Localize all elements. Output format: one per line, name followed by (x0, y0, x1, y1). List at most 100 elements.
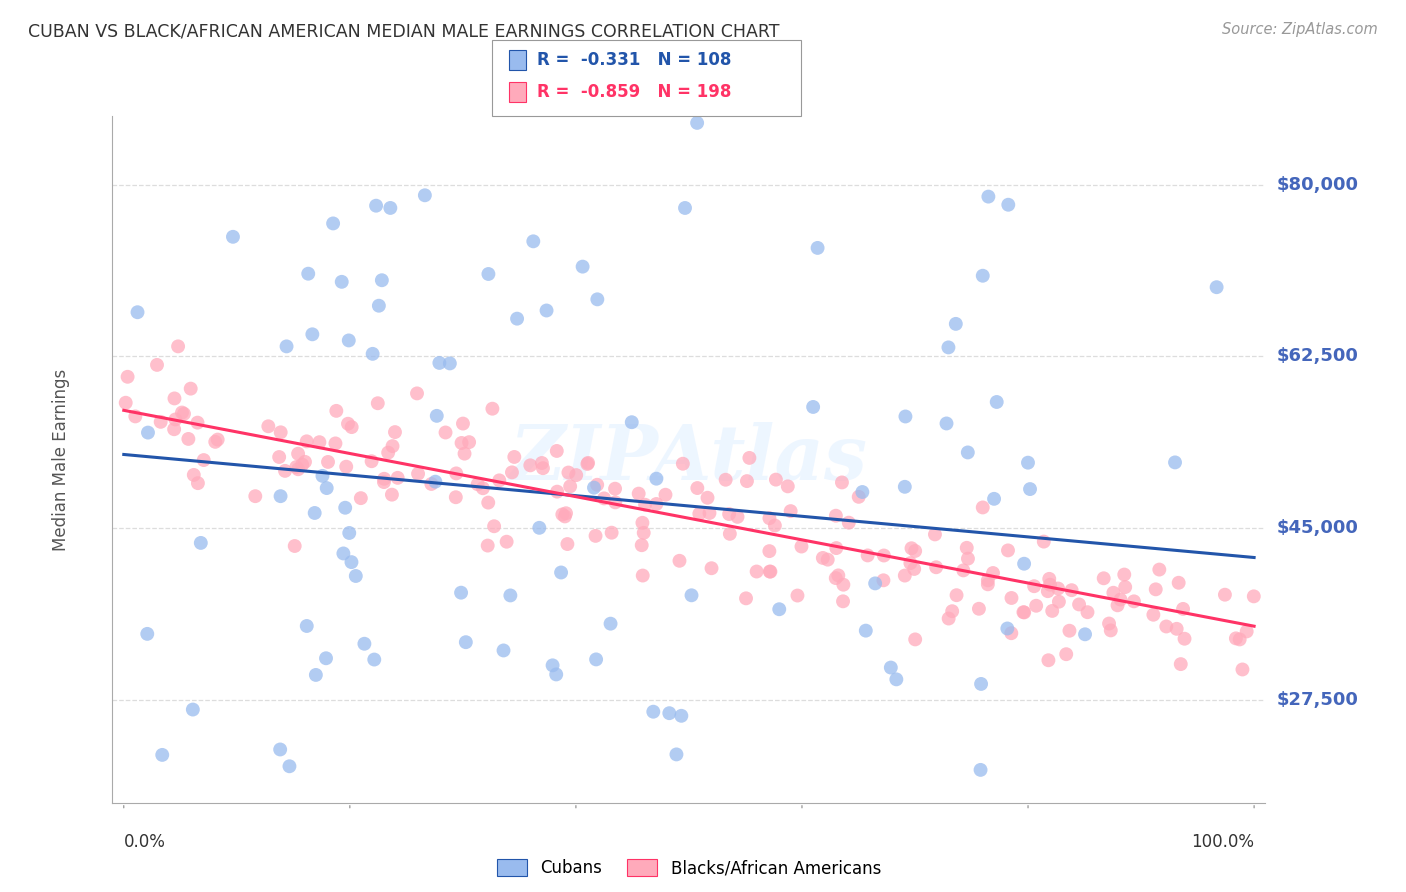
Point (1109, 592, 1132, 607)
Point (765, 473, 787, 487)
Point (380, 201, 402, 215)
Point (995, 622, 1018, 636)
Point (124, 409, 146, 424)
Point (315, 651, 337, 665)
Point (1205, 280, 1227, 294)
Point (519, 458, 541, 473)
Point (673, 201, 696, 215)
Point (758, 565, 780, 579)
Point (284, 539, 307, 553)
Point (686, 116, 709, 130)
Point (536, 303, 558, 318)
Point (482, 519, 505, 533)
Point (1012, 605, 1035, 619)
Point (149, 415, 172, 429)
Point (274, 464, 297, 478)
Point (1040, 604, 1063, 618)
Point (420, 477, 443, 491)
Point (1225, 632, 1247, 646)
Point (758, 511, 780, 525)
Point (758, 544, 780, 558)
Point (406, 467, 429, 481)
Point (183, 467, 205, 482)
Text: Source: ZipAtlas.com: Source: ZipAtlas.com (1222, 22, 1378, 37)
Point (1098, 616, 1121, 631)
Point (903, 562, 925, 576)
Point (1167, 575, 1189, 590)
Point (529, 521, 551, 535)
Point (853, 838, 876, 853)
Point (627, 486, 650, 500)
Point (294, 455, 316, 469)
Point (856, 549, 879, 563)
Point (295, 619, 318, 633)
Point (450, 585, 472, 599)
Point (576, 457, 599, 471)
Point (335, 459, 357, 474)
Point (688, 507, 710, 521)
Point (1074, 627, 1097, 641)
Point (316, 455, 339, 469)
Point (207, 433, 229, 447)
Point (495, 534, 517, 549)
Point (165, 412, 187, 426)
Point (605, 495, 627, 509)
Point (967, 601, 990, 615)
Point (311, 469, 333, 483)
Point (1059, 624, 1081, 638)
Point (387, 471, 409, 485)
Point (945, 588, 967, 602)
Text: R =  -0.331   N = 108: R = -0.331 N = 108 (537, 51, 731, 69)
Point (1039, 577, 1062, 591)
Point (969, 763, 991, 777)
Point (817, 552, 839, 566)
Point (127, 305, 149, 319)
Point (499, 589, 522, 603)
Point (439, 356, 461, 370)
Point (851, 485, 873, 500)
Point (557, 537, 579, 551)
Point (1171, 602, 1194, 616)
Point (467, 477, 489, 491)
Point (565, 468, 588, 483)
Point (571, 260, 593, 274)
Point (367, 299, 389, 313)
Point (190, 536, 212, 550)
Point (451, 417, 474, 431)
Point (353, 637, 375, 651)
Point (1166, 622, 1188, 636)
Point (330, 275, 353, 289)
Point (560, 479, 582, 493)
Point (1012, 606, 1035, 620)
Point (1038, 653, 1060, 667)
Point (977, 574, 1000, 588)
Point (1092, 571, 1115, 585)
Point (863, 576, 886, 591)
Point (983, 491, 1005, 506)
Point (1243, 590, 1265, 604)
Point (304, 506, 326, 520)
Point (546, 484, 568, 499)
Point (373, 472, 395, 486)
Point (276, 339, 298, 353)
Point (801, 400, 824, 414)
Point (426, 409, 449, 423)
Point (117, 369, 139, 384)
Point (576, 456, 599, 470)
Point (413, 188, 436, 202)
Point (585, 102, 607, 116)
Legend: Cubans, Blacks/African Americans: Cubans, Blacks/African Americans (491, 852, 887, 884)
Point (541, 658, 564, 673)
Point (886, 673, 908, 687)
Point (1232, 663, 1254, 677)
Point (1236, 624, 1258, 639)
Point (763, 518, 786, 533)
Point (322, 216, 344, 230)
Text: $27,500: $27,500 (1277, 690, 1358, 709)
Point (546, 667, 568, 681)
Point (503, 450, 526, 464)
Point (1173, 632, 1195, 646)
Point (340, 420, 363, 434)
Point (681, 588, 703, 602)
Point (554, 509, 576, 524)
